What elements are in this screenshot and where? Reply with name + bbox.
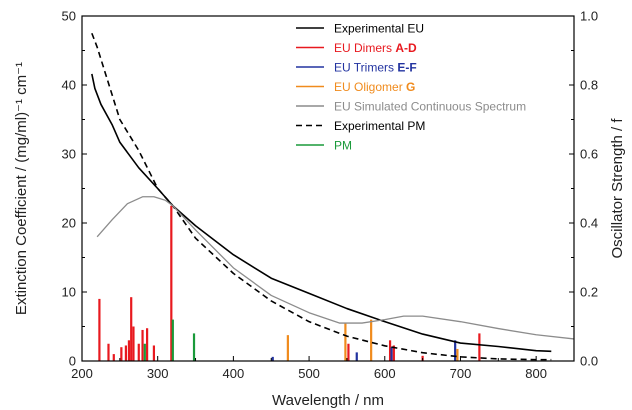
series-line-exp_pm: [91, 32, 552, 361]
legend-bold-text: A-D: [395, 41, 417, 55]
oscillator-stick: [137, 343, 140, 361]
oscillator-stick: [344, 323, 347, 361]
x-tick-label: 600: [374, 366, 396, 381]
oscillator-stick: [120, 347, 123, 361]
legend-text: PM: [334, 139, 352, 153]
legend-label-oligomer: EU Oligomer G: [334, 80, 415, 94]
y2-tick-label: 0.0: [580, 354, 598, 369]
oscillator-stick: [271, 356, 274, 361]
oscillator-stick: [392, 345, 395, 361]
x-tick-label: 700: [450, 366, 472, 381]
x-tick-label: 500: [298, 366, 320, 381]
legend-bold-text: E-F: [397, 61, 416, 75]
oscillator-stick: [370, 319, 373, 361]
oscillator-stick: [192, 333, 196, 361]
y2-tick-label: 0.8: [580, 78, 598, 93]
y2-tick-label: 0.2: [580, 285, 598, 300]
legend-text: EU Dimers: [334, 41, 395, 55]
plot-area: [91, 32, 574, 361]
legend-label-simulated: EU Simulated Continuous Spectrum: [334, 100, 526, 114]
y-tick-label: 50: [62, 9, 76, 24]
legend-text: EU Simulated Continuous Spectrum: [334, 100, 526, 114]
oscillator-stick: [143, 343, 146, 361]
oscillator-stick: [141, 329, 144, 361]
oscillator-stick: [171, 319, 174, 361]
oscillator-stick: [390, 347, 393, 361]
legend-text: Experimental EU: [334, 22, 424, 36]
legend-label-pm: PM: [334, 139, 352, 153]
oscillator-stick: [152, 345, 156, 361]
x-tick-label: 200: [71, 366, 93, 381]
legend-label-trimers: EU Trimers E-F: [334, 61, 417, 75]
oscillator-stick: [107, 343, 110, 361]
y-tick-label: 0: [69, 354, 76, 369]
y-tick-label: 30: [62, 147, 76, 162]
y-tick-label: 10: [62, 285, 76, 300]
y-tick-label: 20: [62, 216, 76, 231]
oscillator-stick: [454, 340, 457, 361]
oscillator-stick: [478, 333, 481, 361]
series-line-simulated: [96, 196, 574, 340]
oscillator-stick: [347, 343, 350, 361]
oscillator-stick: [170, 205, 173, 361]
legend-label-dimers: EU Dimers A-D: [334, 41, 417, 55]
oscillator-stick: [112, 354, 115, 361]
y2-tick-label: 0.6: [580, 147, 598, 162]
y-axis-title: Extinction Coefficient / (mg/ml)⁻¹ cm⁻¹: [13, 62, 30, 315]
y-tick-label: 40: [62, 78, 76, 93]
oscillator-stick: [388, 340, 392, 361]
x-tick-label: 800: [525, 366, 547, 381]
axes: 200 300 400 500 600 700 800 0 10 20 30 40 50 0.0 0.2 0.…: [62, 9, 599, 382]
oscillator-stick: [456, 348, 459, 361]
oscillator-stick: [355, 352, 358, 361]
legend-bold-text: G: [406, 80, 415, 94]
legend-text: Experimental PM: [334, 119, 425, 133]
oscillator-stick: [127, 340, 131, 361]
oscillator-stick: [130, 297, 133, 361]
y2-tick-label: 1.0: [580, 9, 598, 24]
legend-label-exp_pm: Experimental PM: [334, 119, 425, 133]
oscillator-stick: [124, 345, 127, 361]
legend-label-exp_eu: Experimental EU: [334, 22, 424, 36]
x-tick-label: 300: [147, 366, 169, 381]
y2-axis-title: Oscillator Strength / f: [609, 118, 626, 259]
x-tick-label: 400: [223, 366, 245, 381]
legend: Experimental EU EU Dimers A-D EU Trimers E…: [296, 22, 526, 153]
legend-text: EU Trimers: [334, 61, 397, 75]
series-line-exp_eu: [91, 73, 552, 353]
oscillator-stick: [98, 298, 101, 361]
y2-tick-label: 0.4: [580, 216, 598, 231]
x-axis-title: Wavelength / nm: [272, 392, 384, 409]
oscillator-stick: [146, 328, 149, 361]
oscillator-stick: [132, 326, 135, 361]
oscillator-stick: [286, 335, 289, 361]
legend-text: EU Oligomer: [334, 80, 406, 94]
